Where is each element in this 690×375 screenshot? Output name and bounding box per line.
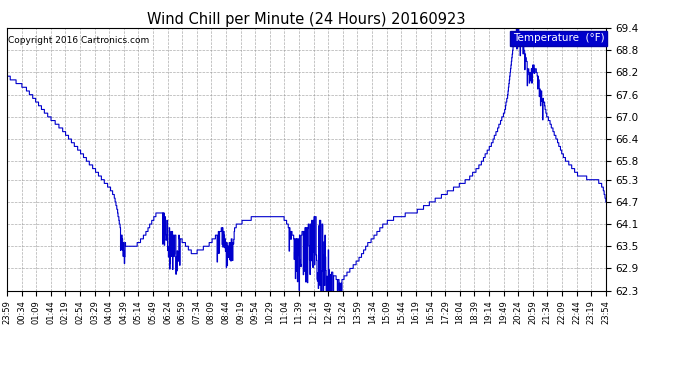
Text: Temperature  (°F): Temperature (°F) [513,33,604,44]
Title: Wind Chill per Minute (24 Hours) 20160923: Wind Chill per Minute (24 Hours) 2016092… [147,12,466,27]
Text: Copyright 2016 Cartronics.com: Copyright 2016 Cartronics.com [8,36,149,45]
